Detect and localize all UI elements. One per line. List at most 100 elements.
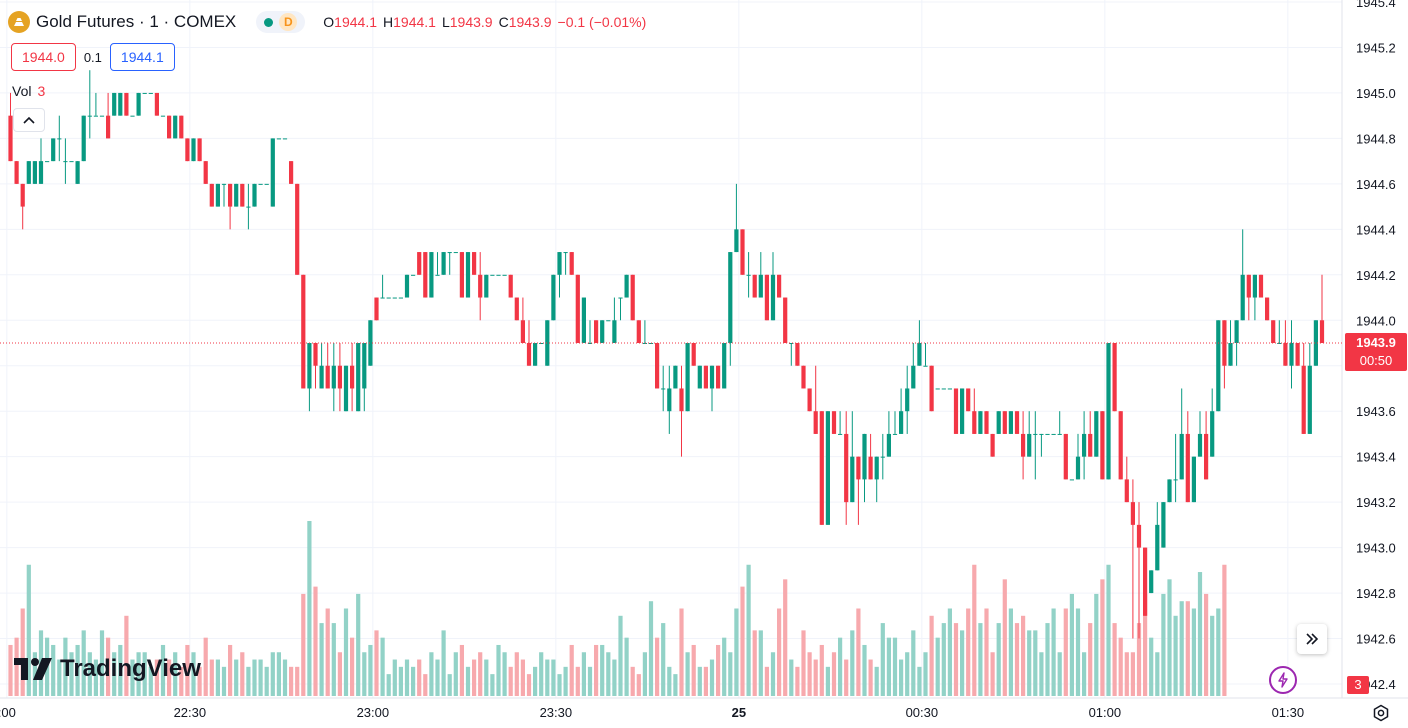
- volume-bar: [417, 659, 422, 696]
- market-status[interactable]: D: [256, 11, 306, 33]
- last-volume-tag: 3: [1347, 676, 1369, 694]
- volume-bar: [722, 637, 727, 696]
- candle-body: [51, 138, 56, 162]
- volume-bar: [563, 666, 568, 696]
- volume-bar: [289, 666, 294, 696]
- volume-bar: [423, 674, 428, 696]
- volume-bar: [1075, 608, 1081, 696]
- candle-body: [850, 456, 855, 503]
- volume-bar: [459, 644, 464, 696]
- volume-bar: [734, 608, 739, 696]
- volume-bar: [508, 666, 513, 696]
- time-axis[interactable]: :00 22:30 23:00 23:30 25 00:30 01:00 01:30: [0, 705, 1304, 720]
- volume-bar: [996, 623, 1001, 696]
- candle-body: [703, 365, 708, 389]
- volume-bar: [886, 637, 891, 696]
- volume-bar: [1106, 564, 1111, 696]
- volume-bar: [350, 637, 355, 696]
- tradingview-logo[interactable]: TradingView: [14, 655, 201, 683]
- volume-bar: [862, 644, 867, 696]
- volume-bar: [185, 644, 190, 696]
- volume-bar: [343, 608, 349, 696]
- price-tick-label: 1944.0: [1356, 313, 1396, 328]
- candle-body: [221, 183, 227, 185]
- volume-bar: [1027, 630, 1032, 696]
- volume-bar: [1191, 608, 1196, 696]
- candle-body: [1088, 433, 1093, 457]
- volume-bar: [295, 666, 300, 696]
- scroll-to-realtime-button[interactable]: [1297, 624, 1327, 654]
- candle-body: [325, 365, 330, 389]
- volume-bar: [478, 652, 483, 696]
- buy-price-button[interactable]: 1944.1: [109, 43, 175, 71]
- candle-body: [75, 161, 80, 184]
- candle-body: [398, 297, 403, 299]
- volume-bar: [636, 674, 641, 696]
- volume-bar: [453, 652, 458, 696]
- volume-bar: [75, 644, 80, 696]
- candle-body: [1057, 433, 1062, 435]
- candle-body: [319, 365, 324, 389]
- candle-body: [1283, 343, 1288, 366]
- price-axis[interactable]: 1942.41942.61942.81943.01943.21943.41943…: [1356, 0, 1396, 692]
- candle-body: [32, 161, 37, 184]
- close-label: C: [498, 14, 509, 30]
- candle-body: [307, 343, 312, 389]
- symbol-legend[interactable]: Gold Futures · 1 · COMEX D O 1944.1 H 19…: [8, 10, 646, 34]
- volume-bar: [587, 666, 593, 696]
- volume-bar: [1173, 615, 1178, 696]
- candle-body: [350, 365, 355, 389]
- volume-legend-label: Vol: [12, 83, 32, 99]
- collapse-legend-button[interactable]: [13, 108, 45, 132]
- volume-bar: [557, 674, 562, 696]
- volume-bar: [1063, 608, 1068, 696]
- volume-bar: [1204, 593, 1209, 696]
- volume-bar: [1197, 572, 1203, 696]
- candle-body: [868, 456, 873, 480]
- candle-body: [1106, 343, 1111, 480]
- candle-body: [1130, 502, 1135, 525]
- candle-body: [642, 343, 647, 344]
- quick-trade-button[interactable]: [1269, 666, 1297, 694]
- price-tick-label: 1944.2: [1356, 268, 1396, 283]
- volume-legend[interactable]: Vol 3: [12, 83, 45, 99]
- candle-body: [1161, 502, 1166, 548]
- candle-body: [1051, 433, 1056, 435]
- volume-bar: [1039, 652, 1044, 696]
- volume-bar: [246, 666, 251, 696]
- volume-bar: [630, 666, 635, 696]
- ohlc-values: O 1944.1 H 1944.1 L 1943.9 C 1943.9 −0.1…: [323, 14, 646, 30]
- candle-body: [1216, 320, 1221, 412]
- volume-bar: [966, 608, 971, 696]
- candle-body: [911, 365, 916, 389]
- quote-buttons: 1944.0 0.1 1944.1: [11, 43, 175, 71]
- candle-body: [99, 115, 105, 117]
- volume-bar: [728, 652, 733, 696]
- volume-bar: [1100, 579, 1105, 696]
- candle-body: [526, 343, 532, 366]
- candle-body: [1021, 433, 1026, 457]
- volume-bar: [51, 644, 56, 696]
- symbol-title[interactable]: Gold Futures · 1 · COMEX: [36, 12, 237, 31]
- candlesticks: [8, 70, 1325, 639]
- candle-body: [106, 115, 111, 139]
- volume-bar: [685, 652, 690, 696]
- volume-bar: [764, 666, 769, 696]
- candle-body: [185, 138, 190, 162]
- chart-settings-button[interactable]: [1370, 702, 1392, 724]
- candle-body: [1295, 343, 1300, 366]
- candle-body: [1179, 433, 1184, 480]
- volume-bar: [398, 666, 403, 696]
- candle-body: [87, 115, 92, 117]
- candle-body: [240, 183, 245, 207]
- volume-bar: [1149, 637, 1154, 696]
- volume-bar: [520, 659, 525, 696]
- candle-body: [789, 343, 794, 344]
- volume-bar: [691, 644, 696, 696]
- candle-body: [722, 343, 727, 389]
- candle-body: [661, 388, 666, 390]
- sell-price-button[interactable]: 1944.0: [11, 43, 76, 71]
- candle-body: [1252, 274, 1257, 298]
- candle-body: [20, 183, 25, 207]
